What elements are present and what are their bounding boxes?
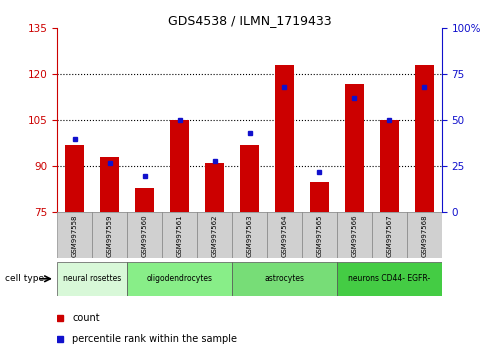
Text: neurons CD44- EGFR-: neurons CD44- EGFR- xyxy=(348,274,430,283)
FancyBboxPatch shape xyxy=(407,212,442,258)
Text: GSM997558: GSM997558 xyxy=(72,215,78,257)
FancyBboxPatch shape xyxy=(302,212,337,258)
Text: GSM997562: GSM997562 xyxy=(212,215,218,257)
FancyBboxPatch shape xyxy=(57,262,127,296)
Text: GSM997567: GSM997567 xyxy=(386,215,392,257)
Bar xyxy=(310,182,329,212)
Bar xyxy=(380,120,399,212)
FancyBboxPatch shape xyxy=(337,262,442,296)
Title: GDS4538 / ILMN_1719433: GDS4538 / ILMN_1719433 xyxy=(168,14,331,27)
Bar xyxy=(170,120,189,212)
Text: GSM997564: GSM997564 xyxy=(281,215,287,257)
Bar xyxy=(415,65,434,212)
Text: astrocytes: astrocytes xyxy=(264,274,304,283)
FancyBboxPatch shape xyxy=(267,212,302,258)
FancyBboxPatch shape xyxy=(57,212,92,258)
Text: percentile rank within the sample: percentile rank within the sample xyxy=(72,334,237,344)
Bar xyxy=(240,145,259,212)
Bar xyxy=(275,65,294,212)
FancyBboxPatch shape xyxy=(232,262,337,296)
Text: cell type: cell type xyxy=(5,274,44,283)
FancyBboxPatch shape xyxy=(162,212,197,258)
FancyBboxPatch shape xyxy=(372,212,407,258)
Text: GSM997559: GSM997559 xyxy=(107,215,113,257)
Text: GSM997561: GSM997561 xyxy=(177,215,183,257)
Text: GSM997563: GSM997563 xyxy=(247,215,252,257)
FancyBboxPatch shape xyxy=(232,212,267,258)
FancyBboxPatch shape xyxy=(197,212,232,258)
Bar xyxy=(65,145,84,212)
Text: GSM997566: GSM997566 xyxy=(351,215,357,257)
Text: count: count xyxy=(72,313,100,323)
FancyBboxPatch shape xyxy=(127,262,232,296)
Text: neural rosettes: neural rosettes xyxy=(63,274,121,283)
FancyBboxPatch shape xyxy=(337,212,372,258)
Text: GSM997568: GSM997568 xyxy=(421,215,427,257)
Text: GSM997565: GSM997565 xyxy=(316,215,322,257)
Text: oligodendrocytes: oligodendrocytes xyxy=(147,274,213,283)
Text: GSM997560: GSM997560 xyxy=(142,215,148,257)
Bar xyxy=(205,163,224,212)
Bar xyxy=(100,157,119,212)
FancyBboxPatch shape xyxy=(127,212,162,258)
FancyBboxPatch shape xyxy=(92,212,127,258)
Bar xyxy=(345,84,364,212)
Bar xyxy=(135,188,154,212)
